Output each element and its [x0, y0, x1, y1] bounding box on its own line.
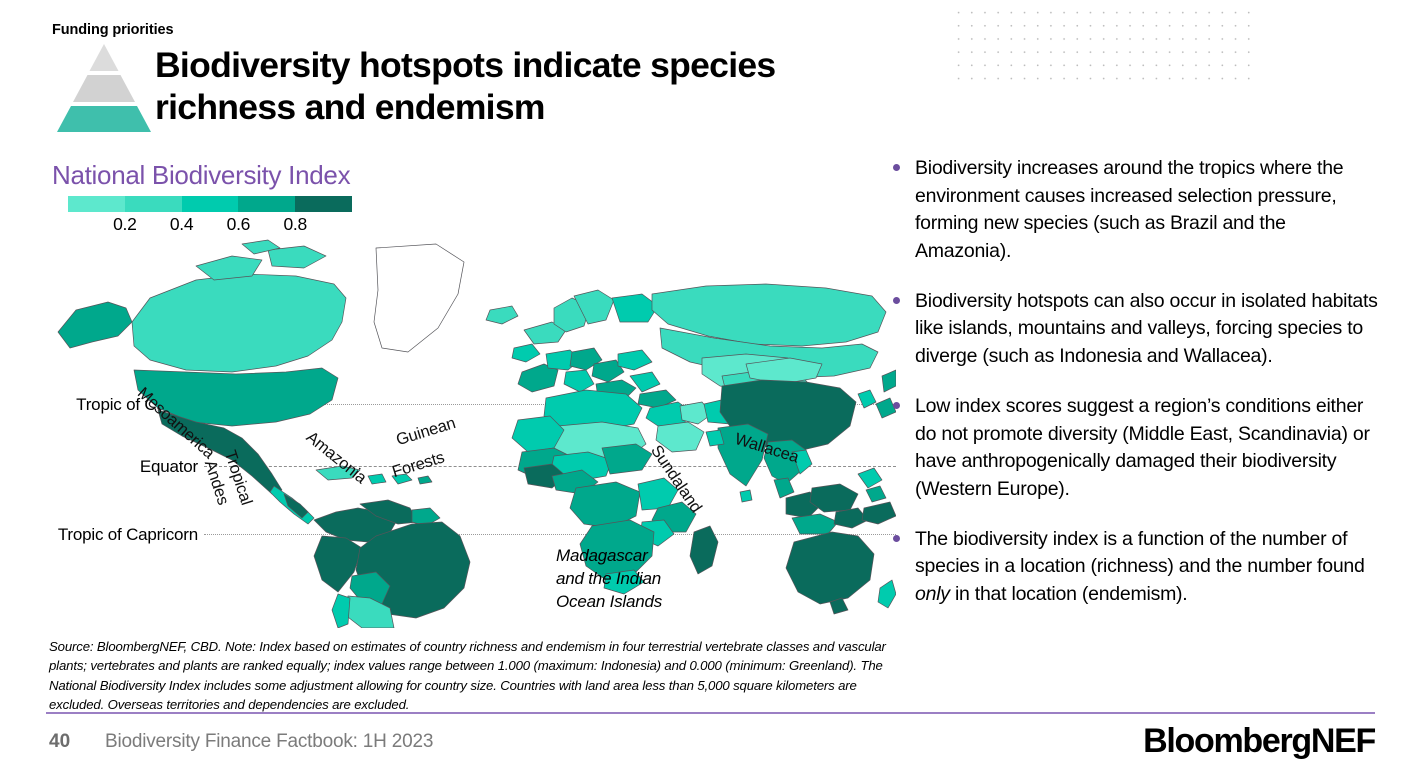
- legend-swatch-3: [181, 196, 239, 212]
- tropic-of-capricorn-line: [204, 534, 896, 535]
- madagascar-line-2: and the Indian: [556, 568, 661, 588]
- tropic-of-capricorn-label: Tropic of Capricorn: [57, 525, 198, 544]
- pyramid-logo: [56, 42, 152, 134]
- bullet-text-3: Low index scores suggest a region’s cond…: [915, 394, 1370, 500]
- bullet-point-icon: [893, 155, 915, 266]
- kicker-label: Funding priorities: [52, 22, 174, 38]
- legend-tick-0: 0.2: [113, 214, 137, 234]
- footer-document-title: Biodiversity Finance Factbook: 1H 2023: [105, 731, 434, 752]
- bullet-text-4-emphasis: only: [915, 582, 950, 605]
- legend-color-bar: [68, 196, 352, 212]
- list-item: The biodiversity index is a function of …: [893, 526, 1383, 609]
- decorative-dot-grid: [952, 6, 1252, 84]
- page-number: 40: [49, 731, 71, 752]
- bullet-point-icon: [893, 288, 915, 371]
- choropleth-map: [46, 236, 896, 628]
- list-item: Biodiversity increases around the tropic…: [893, 155, 1383, 266]
- legend-title: National Biodiversity Index: [52, 160, 351, 190]
- legend-tick-1: 0.4: [169, 214, 194, 234]
- legend-swatch-2: [124, 196, 182, 212]
- world-map-panel: Tropic of Cancer Equator Tropic of Capri…: [46, 236, 896, 628]
- bullet-text-4-post: in that location (endemism).: [949, 582, 1188, 605]
- list-item: Low index scores suggest a region’s cond…: [893, 393, 1383, 504]
- footer-divider: [46, 712, 1375, 714]
- insights-list: Biodiversity increases around the tropic…: [893, 155, 1383, 631]
- legend-tick-3: 0.8: [283, 214, 307, 234]
- madagascar-line-3: Ocean Islands: [556, 591, 663, 611]
- source-note: Source: BloombergNEF, CBD. Note: Index b…: [49, 639, 886, 713]
- bullet-point-icon: [893, 393, 915, 504]
- legend-swatch-5: [295, 196, 352, 212]
- legend-tick-labels: 0.2 0.4 0.6 0.8: [68, 214, 352, 236]
- bloombergnef-logo: BloombergNEF: [1143, 722, 1376, 760]
- page-title: Biodiversity hotspots indicate species r…: [155, 45, 776, 128]
- bullet-text-1: Biodiversity increases around the tropic…: [915, 157, 1344, 263]
- list-item: Biodiversity hotspots can also occur in …: [893, 288, 1383, 371]
- hotspot-label-madagascar: Madagascar and the Indian Ocean Islands: [556, 545, 662, 613]
- legend-swatch-4: [238, 196, 296, 212]
- legend-swatch-1: [68, 196, 125, 212]
- legend-tick-2: 0.6: [226, 214, 251, 234]
- equator-label: Equator: [139, 457, 198, 476]
- bullet-text-4-pre: The biodiversity index is a function of …: [915, 527, 1365, 578]
- bullet-text-4: The biodiversity index is a function of …: [915, 526, 1383, 609]
- madagascar-line-1: Madagascar: [556, 546, 648, 565]
- bullet-point-icon: [893, 526, 915, 609]
- bullet-text-2: Biodiversity hotspots can also occur in …: [915, 289, 1378, 368]
